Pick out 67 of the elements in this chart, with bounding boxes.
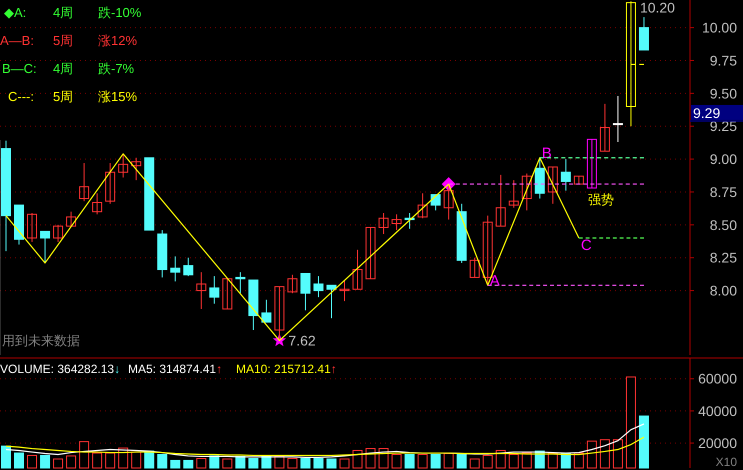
candlestick xyxy=(612,95,623,142)
candlestick xyxy=(586,138,597,189)
candlestick xyxy=(261,299,272,323)
candlestick xyxy=(40,230,50,264)
y-tick-label: 9.75 xyxy=(710,52,738,68)
annotation: VOLUME: 364282.13↓ xyxy=(0,362,120,376)
line-series xyxy=(5,436,645,456)
candlestick xyxy=(183,257,194,277)
text: ◆A: 4周 跌-10% xyxy=(4,5,142,20)
annotation: MA10: 215712.41↑ xyxy=(236,362,337,376)
candlestick xyxy=(235,272,246,294)
candlestick xyxy=(600,103,610,152)
data-label: C xyxy=(580,236,592,254)
line-series xyxy=(5,423,645,458)
y-tick-label: 10.00 xyxy=(702,20,738,36)
candlestick xyxy=(548,166,558,204)
candlestick xyxy=(222,278,232,310)
y-tick-label: 9.50 xyxy=(710,85,738,102)
text: C---: 5周 涨15% xyxy=(8,89,138,104)
candlestick xyxy=(638,16,649,50)
candlestick xyxy=(105,162,116,204)
candlestick xyxy=(27,212,38,242)
candlestick xyxy=(560,158,571,192)
candlestick xyxy=(496,174,506,227)
y-tick-label: 60000 xyxy=(698,370,738,387)
annotation: 用到未来数据 xyxy=(2,333,80,348)
candlestick xyxy=(522,173,532,211)
text: A—B: 5周 涨12% xyxy=(0,33,138,48)
candlestick xyxy=(326,284,336,319)
candlestick xyxy=(444,184,454,220)
candlestick xyxy=(79,162,90,202)
candlestick xyxy=(352,249,363,290)
y-tick-label: 8.50 xyxy=(710,216,738,233)
candlestick xyxy=(53,224,64,242)
text: 10.20 xyxy=(640,0,675,16)
candlestick xyxy=(300,272,310,311)
candlestick xyxy=(418,192,428,219)
candlestick xyxy=(378,212,389,235)
text: B—C: 4周 跌-7% xyxy=(2,61,134,76)
candlestick xyxy=(470,257,480,278)
candlestick xyxy=(209,276,220,304)
annotation: 强势 xyxy=(588,192,614,207)
candlestick xyxy=(131,157,142,181)
candlestick xyxy=(313,276,324,298)
candlestick xyxy=(287,274,298,294)
text: 7.62 xyxy=(288,332,316,349)
candlestick xyxy=(170,256,180,282)
candlestick xyxy=(118,153,128,178)
candlestick xyxy=(508,180,519,208)
ref-line-label: 9.29 xyxy=(693,104,720,121)
text: X10 xyxy=(716,455,738,469)
candlestick xyxy=(392,214,402,231)
candlestick xyxy=(196,272,206,310)
candlestick xyxy=(340,280,350,302)
candlestick xyxy=(92,192,102,215)
y-tick-label: 9.25 xyxy=(710,118,738,134)
data-label: A xyxy=(490,272,500,290)
candlestick xyxy=(366,226,376,280)
y-tick-label: 8.00 xyxy=(710,282,738,299)
annotation: MA5: 314874.41↑ xyxy=(128,362,222,376)
y-tick-label: 9.00 xyxy=(710,151,738,168)
y-tick-label: 8.25 xyxy=(710,250,738,266)
candlestick xyxy=(66,211,76,227)
y-tick-label: 8.75 xyxy=(710,184,738,200)
y-tick-label: 20000 xyxy=(698,435,738,452)
candlestick xyxy=(430,194,441,211)
y-tick-label: 40000 xyxy=(698,402,738,419)
